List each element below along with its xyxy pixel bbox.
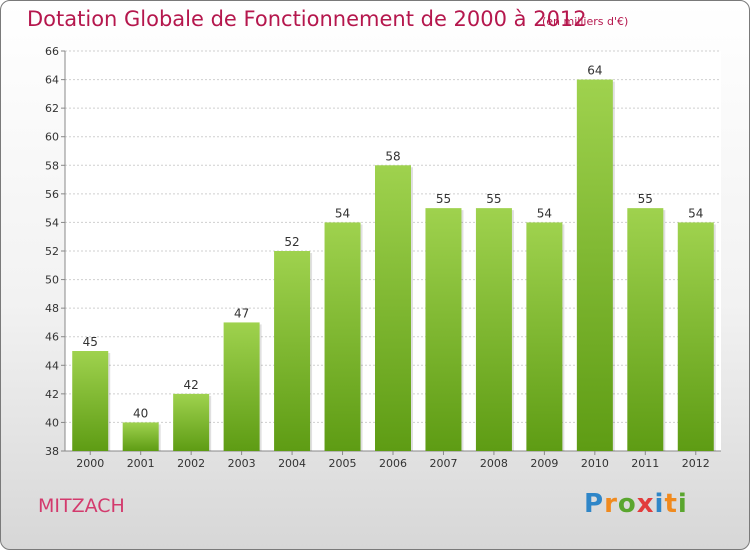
data-label: 54: [688, 206, 703, 220]
y-tick-label: 46: [45, 331, 59, 344]
bar-2003: [223, 322, 260, 451]
x-tick-label: 2007: [429, 457, 457, 470]
bar-2000: [72, 351, 109, 451]
x-tick-label: 2005: [329, 457, 357, 470]
data-label: 64: [587, 64, 602, 78]
bar-2004: [274, 251, 311, 451]
bar-2007: [425, 208, 462, 451]
chart-title: Dotation Globale de Fonctionnement de 20…: [27, 7, 587, 31]
y-tick-label: 54: [45, 216, 59, 229]
y-tick-label: 64: [45, 74, 59, 87]
bar-2006: [375, 165, 411, 452]
x-tick-label: 2011: [631, 457, 659, 470]
data-label: 55: [486, 192, 501, 206]
data-label: 40: [133, 406, 148, 420]
data-label: 54: [537, 206, 552, 220]
data-label: 58: [385, 149, 400, 163]
unit-note: (en milliers d'€): [542, 15, 629, 28]
commune-name: MITZACH: [38, 495, 125, 517]
data-label: 47: [234, 306, 249, 320]
data-label: 55: [638, 192, 653, 206]
x-tick-label: 2000: [76, 457, 104, 470]
data-label: 54: [335, 206, 350, 220]
x-tick-label: 2009: [530, 457, 558, 470]
bar-2012: [677, 222, 714, 451]
proxiti-logo: Proxiti: [584, 489, 688, 519]
x-tick-label: 2008: [480, 457, 508, 470]
bar-2001: [122, 422, 159, 451]
x-tick-label: 2001: [127, 457, 155, 470]
y-tick-label: 52: [45, 245, 59, 258]
bar-2010: [576, 79, 613, 452]
y-tick-label: 62: [45, 102, 59, 115]
y-tick-label: 58: [45, 159, 59, 172]
data-label: 52: [284, 235, 299, 249]
y-tick-label: 66: [45, 45, 59, 58]
y-tick-label: 40: [45, 416, 59, 429]
x-tick-label: 2003: [228, 457, 256, 470]
bar-2005: [324, 222, 361, 451]
y-tick-label: 60: [45, 131, 59, 144]
data-label: 55: [436, 192, 451, 206]
bar-2011: [627, 208, 664, 451]
x-tick-label: 2012: [682, 457, 710, 470]
data-label: 45: [83, 335, 98, 349]
x-tick-label: 2004: [278, 457, 306, 470]
data-label: 42: [184, 378, 199, 392]
bar-2002: [173, 393, 210, 451]
y-tick-label: 44: [45, 359, 59, 372]
y-tick-label: 56: [45, 188, 59, 201]
bar-2009: [526, 222, 563, 451]
y-tick-label: 42: [45, 388, 59, 401]
x-tick-label: 2006: [379, 457, 407, 470]
bar-2008: [475, 208, 512, 451]
y-tick-label: 38: [45, 445, 59, 458]
x-tick-label: 2002: [177, 457, 205, 470]
y-tick-label: 48: [45, 302, 59, 315]
y-tick-label: 50: [45, 274, 59, 287]
x-tick-label: 2010: [581, 457, 609, 470]
